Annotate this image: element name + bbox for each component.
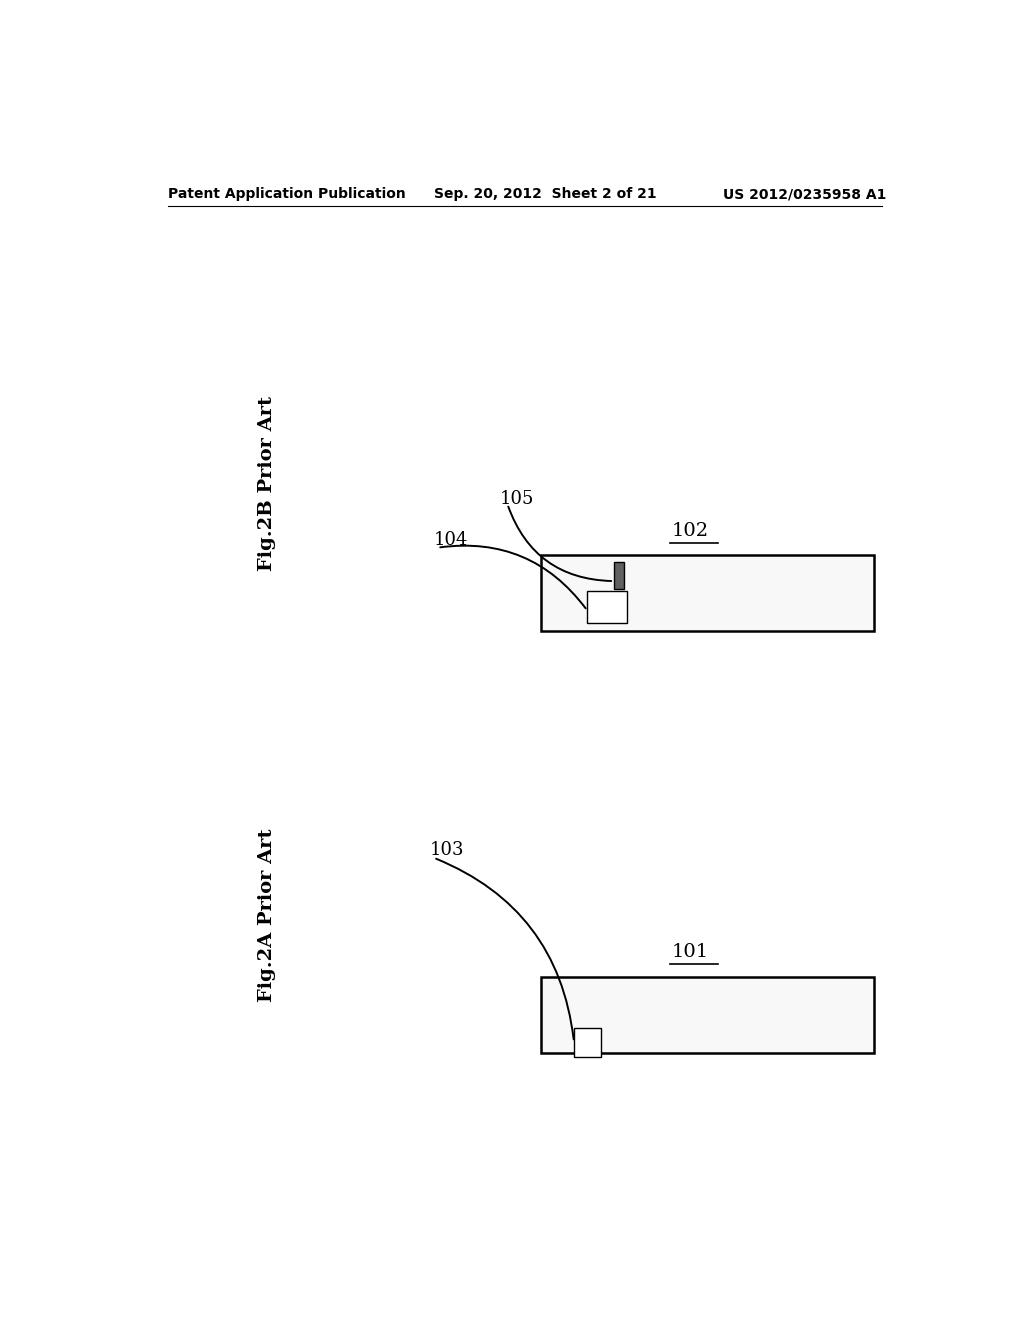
Text: 105: 105 [500,490,534,508]
Text: Fig.2A Prior Art: Fig.2A Prior Art [258,829,275,1002]
Bar [541,977,873,1053]
Text: 103: 103 [430,841,464,858]
Text: US 2012/0235958 A1: US 2012/0235958 A1 [723,187,887,201]
Bar [614,562,624,589]
Text: Sep. 20, 2012  Sheet 2 of 21: Sep. 20, 2012 Sheet 2 of 21 [433,187,656,201]
Bar [541,554,873,631]
Bar [574,1028,601,1056]
Bar [588,591,628,623]
Text: 101: 101 [672,944,709,961]
Text: Fig.2B Prior Art: Fig.2B Prior Art [258,396,275,572]
Text: 104: 104 [433,531,468,549]
Text: Patent Application Publication: Patent Application Publication [168,187,406,201]
Text: 102: 102 [672,521,709,540]
